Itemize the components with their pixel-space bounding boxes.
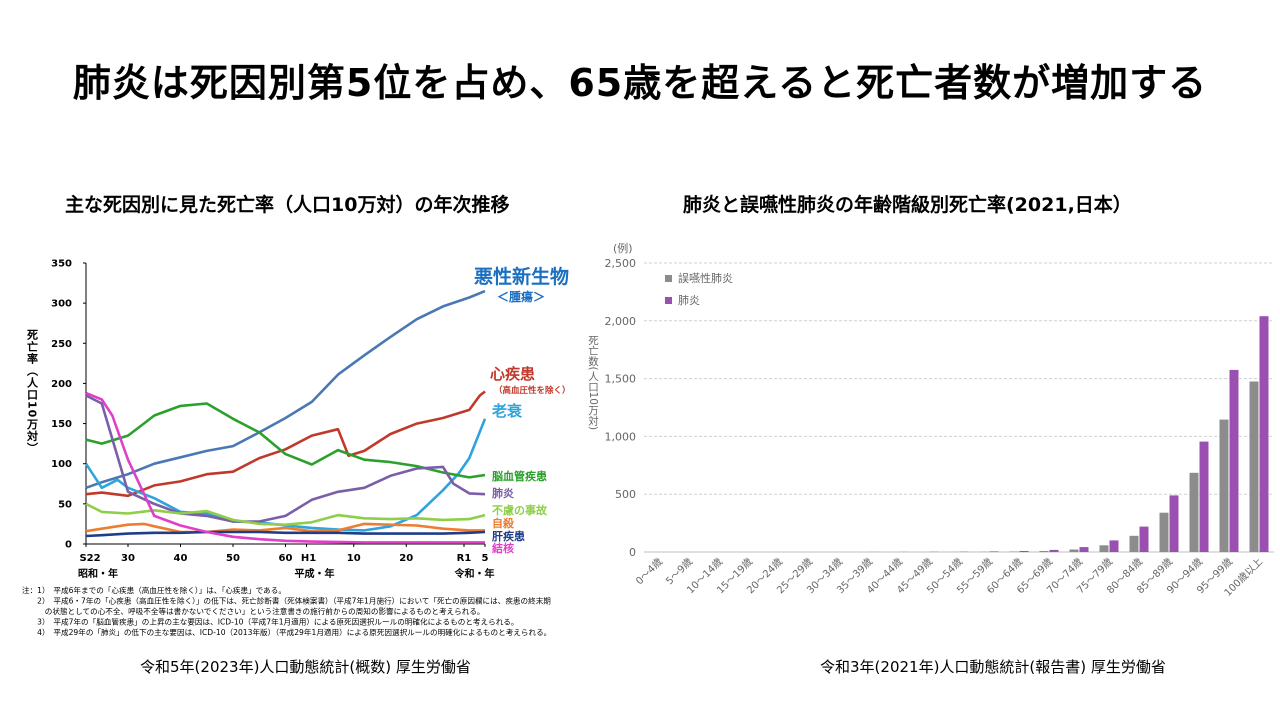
series-label: 結核 bbox=[492, 541, 514, 555]
y-tick-label: 2,500 bbox=[605, 257, 637, 270]
y-tick-label: 100 bbox=[51, 459, 72, 470]
x-tick-label: 40 bbox=[174, 553, 188, 564]
series-label: 心疾患 bbox=[490, 365, 535, 383]
pneumonia-age-bar-chart: 0 500 1,000 1,500 2,000 2,500 (例) 死亡数(人口10万対) 0～… bbox=[587, 241, 1274, 599]
bar bbox=[1009, 551, 1019, 552]
series-label: 老衰 bbox=[491, 402, 523, 420]
unit-label: (例) bbox=[613, 241, 633, 255]
chart-note: 3） 平成7年の「脳血管疾患」の上昇の主な要因は、ICD-10（平成7年1月適用… bbox=[22, 617, 518, 627]
chart-note: 注：1） 平成6年までの「心疾患（高血圧性を除く）」は、「心疾患」である。 bbox=[22, 585, 286, 595]
era-label: 昭和・年 bbox=[78, 567, 118, 580]
y-tick-label: 300 bbox=[51, 299, 72, 310]
y-tick-label: 50 bbox=[58, 499, 72, 510]
series-label: 悪性新生物 bbox=[474, 265, 569, 288]
series-line bbox=[85, 522, 485, 534]
bar bbox=[1249, 381, 1259, 552]
x-tick-label: 20 bbox=[399, 553, 413, 564]
series-label: 不慮の事故 bbox=[492, 503, 548, 517]
y-tick-label: 2,000 bbox=[605, 315, 637, 328]
bar bbox=[1099, 545, 1109, 552]
x-tick-label: 60 bbox=[279, 553, 293, 564]
y-tick-label: 200 bbox=[51, 379, 72, 390]
y-tick-label: 150 bbox=[51, 419, 72, 430]
x-tick-label: 30 bbox=[121, 553, 135, 564]
right-source: 令和3年(2021年)人口動態統計(報告書) 厚生労働省 bbox=[820, 658, 1166, 676]
series-label: 肺炎 bbox=[492, 486, 514, 500]
x-tick-label: S22 bbox=[79, 553, 100, 564]
bar bbox=[1229, 369, 1239, 552]
series-line bbox=[85, 390, 486, 498]
series-line bbox=[85, 502, 486, 526]
legend-swatch bbox=[665, 297, 672, 304]
series-label: 脳血管疾患 bbox=[492, 469, 547, 483]
series-line bbox=[85, 391, 485, 544]
series-sublabel: ＜腫瘍＞ bbox=[497, 289, 545, 304]
right-chart-title: 肺炎と誤嚥性肺炎の年齢階級別死亡率(2021,日本） bbox=[683, 194, 1132, 216]
y-tick-label: 0 bbox=[65, 540, 72, 551]
x-tick-label: 50 bbox=[226, 553, 240, 564]
death-rate-trend-chart: 0 50 100 150 200 250 300 350 S22 30 40 50 60 H1 10 20 R1… bbox=[22, 259, 571, 638]
bar bbox=[1019, 551, 1029, 552]
bar bbox=[1079, 547, 1089, 552]
bar bbox=[1109, 540, 1119, 552]
x-tick-label: R1 bbox=[457, 553, 472, 564]
bar bbox=[1069, 549, 1079, 552]
legend-label: 誤嚥性肺炎 bbox=[678, 271, 733, 285]
chart-note: 2） 平成6・7年の「心疾患（高血圧性を除く）」の低下は、死亡診断書（死体検案書… bbox=[22, 596, 551, 606]
bar bbox=[1159, 512, 1169, 552]
y-axis-label: 死亡率（人口10万対） bbox=[26, 329, 40, 455]
left-source: 令和5年(2023年)人口動態統計(概数) 厚生労働省 bbox=[140, 658, 471, 676]
bar bbox=[1169, 495, 1179, 552]
bar bbox=[1219, 419, 1229, 552]
x-tick-label: H1 bbox=[301, 553, 316, 564]
series-line bbox=[85, 289, 486, 490]
bar bbox=[1129, 535, 1139, 552]
y-tick-label: 1,500 bbox=[605, 373, 637, 386]
y-tick-label: 350 bbox=[51, 259, 72, 270]
series-label: 自殺 bbox=[492, 516, 515, 530]
x-category-label: 0～4歳 bbox=[633, 556, 665, 588]
x-tick-label: 5 bbox=[482, 553, 489, 564]
series-sublabel: （高血圧性を除く） bbox=[494, 385, 571, 396]
series-line bbox=[85, 530, 486, 538]
bar bbox=[1139, 526, 1149, 552]
era-label: 令和・年 bbox=[454, 567, 495, 580]
y-tick-label: 0 bbox=[629, 546, 636, 559]
bar bbox=[1259, 316, 1269, 552]
chart-note: 4） 平成29年の「肺炎」の低下の主な要因は、ICD-10（2013年版）（平成… bbox=[22, 627, 551, 637]
legend-swatch bbox=[665, 275, 672, 282]
series-label: 肝疾患 bbox=[492, 529, 525, 543]
series-line bbox=[84, 418, 487, 532]
bar bbox=[1039, 551, 1049, 552]
bar bbox=[989, 551, 999, 552]
bar bbox=[1049, 549, 1059, 552]
y-axis-label: 死亡数(人口10万対) bbox=[587, 335, 599, 430]
legend-label: 肺炎 bbox=[678, 294, 700, 307]
chart-note: の状態としての心不全、呼吸不全等は書かないでください」という注意書きの施行前から… bbox=[22, 606, 485, 616]
bar bbox=[1189, 472, 1199, 552]
y-tick-label: 1,000 bbox=[605, 430, 637, 443]
x-tick-label: 10 bbox=[347, 553, 361, 564]
left-chart-title: 主な死因別に見た死亡率（人口10万対）の年次推移 bbox=[65, 194, 510, 216]
era-label: 平成・年 bbox=[295, 567, 335, 580]
series-line bbox=[85, 394, 486, 523]
y-tick-label: 250 bbox=[51, 339, 72, 350]
page-title: 肺炎は死因別第5位を占め、65歳を超えると死亡者数が増加する bbox=[72, 61, 1208, 105]
y-tick-label: 500 bbox=[615, 488, 636, 501]
bar bbox=[1199, 441, 1209, 552]
